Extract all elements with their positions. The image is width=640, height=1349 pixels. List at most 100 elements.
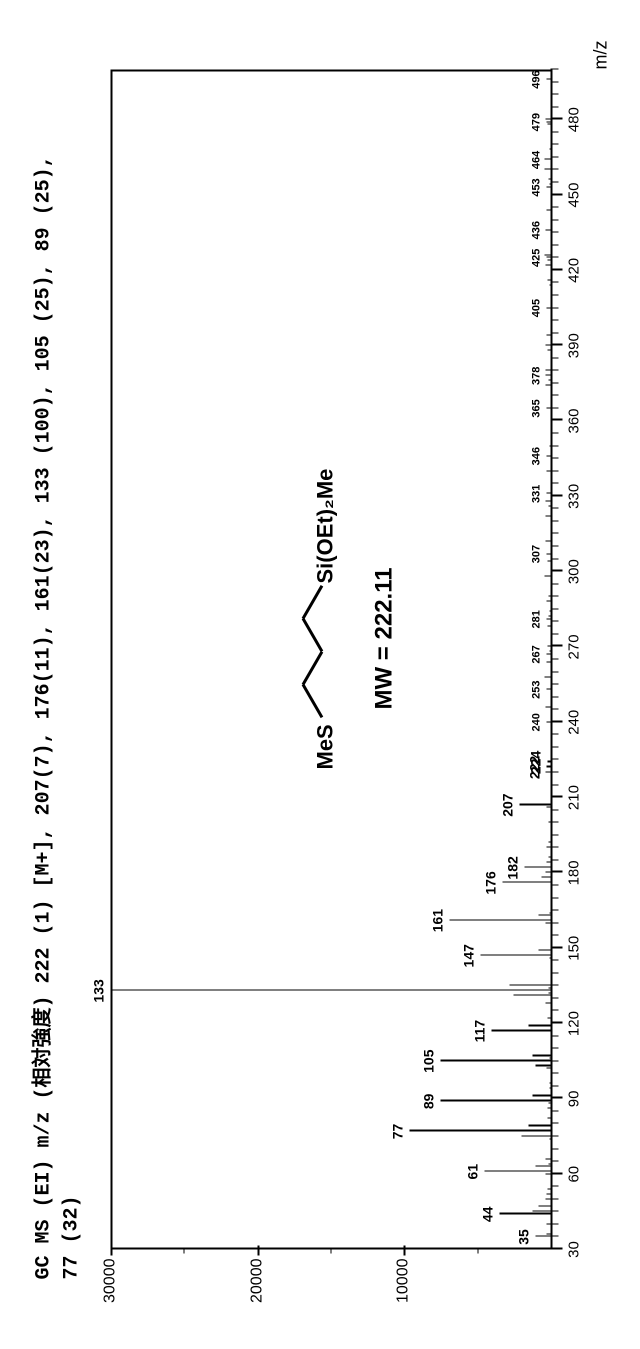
x-tick	[550, 294, 558, 295]
spectrum-peak	[519, 803, 550, 805]
x-label: 420	[565, 257, 582, 282]
peak-label: 61	[464, 1163, 480, 1179]
x-tick	[550, 143, 558, 144]
structure-right-label: Si(OEt)₂Me	[312, 468, 338, 583]
baseline-noise	[547, 349, 550, 350]
x-tick	[550, 1047, 558, 1048]
baseline-noise	[545, 229, 550, 230]
spectrum-peak	[440, 1059, 550, 1061]
x-tick	[550, 897, 558, 898]
x-tick	[550, 946, 562, 948]
x-tick	[550, 394, 558, 395]
spectrum-peak	[532, 1054, 550, 1056]
peak-label: 161	[429, 908, 445, 931]
x-tick	[550, 620, 558, 621]
x-tick	[550, 558, 558, 559]
header-line-2: 77 (32)	[58, 30, 86, 1279]
x-tick	[550, 1210, 558, 1211]
x-label: 450	[565, 182, 582, 207]
baseline-noise	[546, 1067, 550, 1068]
x-tick	[550, 733, 558, 734]
y-tick	[110, 1245, 112, 1255]
x-tick	[550, 68, 558, 69]
baseline-noise	[546, 661, 550, 662]
baseline-noise	[545, 1173, 550, 1174]
baseline-noise	[546, 1193, 550, 1194]
y-label: 10000	[394, 1258, 412, 1338]
spectrum-peak	[491, 1029, 550, 1031]
spectrum-peak	[535, 1235, 550, 1237]
baseline-noise	[545, 1158, 550, 1159]
baseline-noise	[544, 676, 550, 677]
baseline-noise	[545, 1002, 550, 1003]
x-tick	[550, 859, 558, 860]
x-tick	[550, 319, 558, 320]
spectrum-peak	[499, 1212, 550, 1214]
spectrum-peak	[440, 1099, 550, 1101]
x-tick	[550, 608, 558, 609]
baseline-noise	[546, 600, 550, 601]
baseline-noise	[546, 1213, 550, 1214]
noise-label: 453	[530, 178, 542, 196]
x-tick	[550, 884, 558, 885]
x-tick	[550, 658, 558, 659]
x-tick	[550, 909, 558, 910]
noise-peak	[546, 455, 550, 456]
x-tick	[550, 106, 558, 107]
peak-label: 207	[499, 793, 515, 816]
x-tick	[550, 671, 558, 672]
noise-label: 378	[530, 366, 542, 384]
noise-label: 436	[530, 221, 542, 239]
spectrum-peak	[535, 1064, 550, 1066]
x-label: 300	[565, 559, 582, 584]
x-tick	[550, 771, 558, 772]
noise-peak	[546, 121, 550, 122]
baseline-noise	[546, 862, 550, 863]
y-label: 20000	[248, 1258, 266, 1338]
noise-label: 365	[530, 399, 542, 417]
y-minor-tick	[330, 1247, 331, 1253]
x-tick	[550, 972, 558, 973]
x-tick	[550, 1010, 558, 1011]
spectrum-peak	[532, 1094, 550, 1096]
spectrum-peak	[513, 994, 550, 996]
spectrum-peak	[524, 866, 550, 868]
baseline-noise	[547, 1108, 550, 1109]
noise-label: 240	[530, 713, 542, 731]
x-tick	[550, 922, 558, 923]
baseline-noise	[544, 159, 550, 160]
x-tick	[550, 256, 558, 257]
x-tick	[550, 1223, 558, 1224]
x-tick	[550, 357, 558, 358]
spectrum-peak	[110, 989, 550, 991]
x-tick	[550, 206, 558, 207]
noise-label: 464	[530, 150, 542, 168]
x-tick	[550, 1160, 558, 1161]
noise-peak	[546, 78, 550, 79]
baseline-noise	[546, 1223, 550, 1224]
x-tick	[550, 934, 558, 935]
peak-label: 77	[389, 1123, 405, 1139]
peak-label: 133	[90, 979, 106, 1002]
baseline-noise	[545, 344, 550, 345]
noise-peak	[546, 618, 550, 619]
spectrum-peak	[532, 1210, 550, 1212]
peak-label: 35	[515, 1229, 531, 1245]
baseline-noise	[545, 771, 550, 772]
y-minor-tick	[183, 1247, 184, 1253]
peak-label: 224	[527, 750, 543, 773]
x-tick	[550, 545, 558, 546]
x-tick	[550, 131, 558, 132]
x-tick	[550, 470, 558, 471]
baseline-noise	[545, 872, 550, 873]
x-tick	[550, 281, 558, 282]
x-tick	[550, 457, 558, 458]
baseline-noise	[544, 169, 550, 170]
x-tick	[550, 181, 558, 182]
noise-label: 331	[530, 484, 542, 502]
noise-label: 281	[530, 610, 542, 628]
header-line-1: GC MS (EI) m/z (相対強度) 222 (1) [M+], 207(…	[30, 30, 58, 1279]
x-tick	[550, 809, 558, 810]
y-tick	[257, 1245, 259, 1255]
baseline-noise	[545, 369, 550, 370]
